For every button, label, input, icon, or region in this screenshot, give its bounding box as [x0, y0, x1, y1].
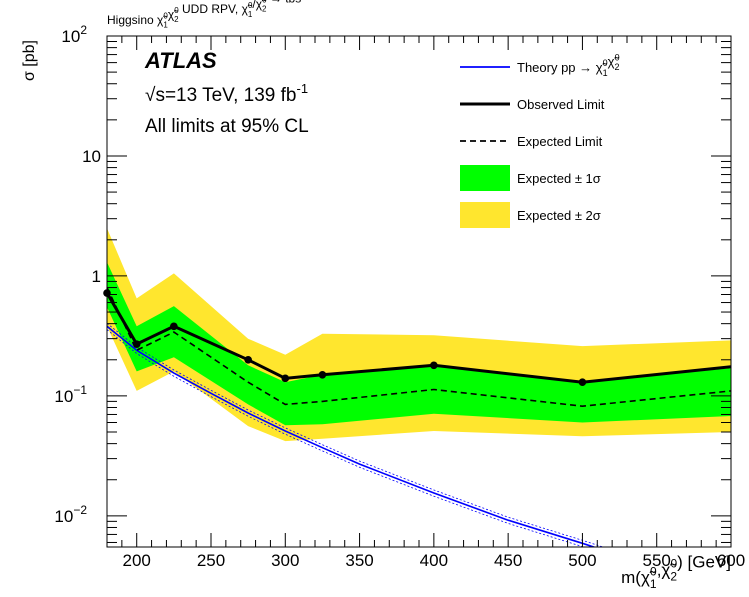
x-tick-label: 400 — [420, 551, 448, 570]
legend-label-expected: Expected Limit — [517, 134, 603, 149]
observed-point — [281, 374, 290, 383]
legend-label-band2: Expected ± 2σ — [517, 208, 601, 223]
y-axis-label: σ [pb] — [21, 40, 38, 81]
atlas-label: ATLAS — [144, 48, 217, 73]
observed-point — [578, 378, 587, 387]
legend-swatch-band1 — [460, 165, 510, 191]
y-tick-label: 10−2 — [54, 503, 87, 526]
legend: Theory pp → χ̃10χ̃20 Observed Limit Expect… — [460, 52, 620, 228]
x-tick-label: 600 — [717, 551, 745, 570]
legend-label-band1: Expected ± 1σ — [517, 171, 601, 186]
legend-label-observed: Observed Limit — [517, 97, 605, 112]
theory-lower-uncertainty — [107, 329, 585, 547]
theory-upper-uncertainty — [107, 322, 605, 547]
expected-1sigma-band — [107, 262, 731, 426]
x-tick-label: 450 — [494, 551, 522, 570]
observed-point — [132, 340, 141, 348]
x-tick-label: 500 — [568, 551, 596, 570]
y-tick-label: 1 — [92, 267, 101, 286]
theory-line — [107, 325, 597, 547]
x-axis-label: m(χ̃10,χ̃20) [GeV] — [621, 553, 731, 591]
x-tick-label: 200 — [123, 551, 151, 570]
x-tick-label: 350 — [345, 551, 373, 570]
x-tick-label: 550 — [643, 551, 671, 570]
legend-swatch-band2 — [460, 202, 510, 228]
observed-point — [318, 370, 327, 379]
y-tick-label: 10 — [82, 147, 101, 166]
chart-title: Higgsino χ̃10χ̃20 UDD RPV, χ̃10/χ̃20 → t… — [107, 0, 301, 30]
x-tick-label: 250 — [197, 551, 225, 570]
observed-point — [170, 322, 178, 331]
legend-label-theory: Theory pp → χ̃10χ̃20 — [517, 52, 620, 78]
energy-luminosity-label: √s=13 TeV, 139 fb-1 — [145, 81, 308, 106]
x-tick-label: 300 — [271, 551, 299, 570]
y-tick-label: 102 — [61, 23, 87, 46]
expected-limit-line — [106, 287, 732, 408]
confidence-level-label: All limits at 95% CL — [145, 116, 309, 137]
y-tick-label: 10−1 — [54, 383, 87, 406]
observed-point — [430, 361, 438, 370]
observed-point — [244, 355, 252, 364]
